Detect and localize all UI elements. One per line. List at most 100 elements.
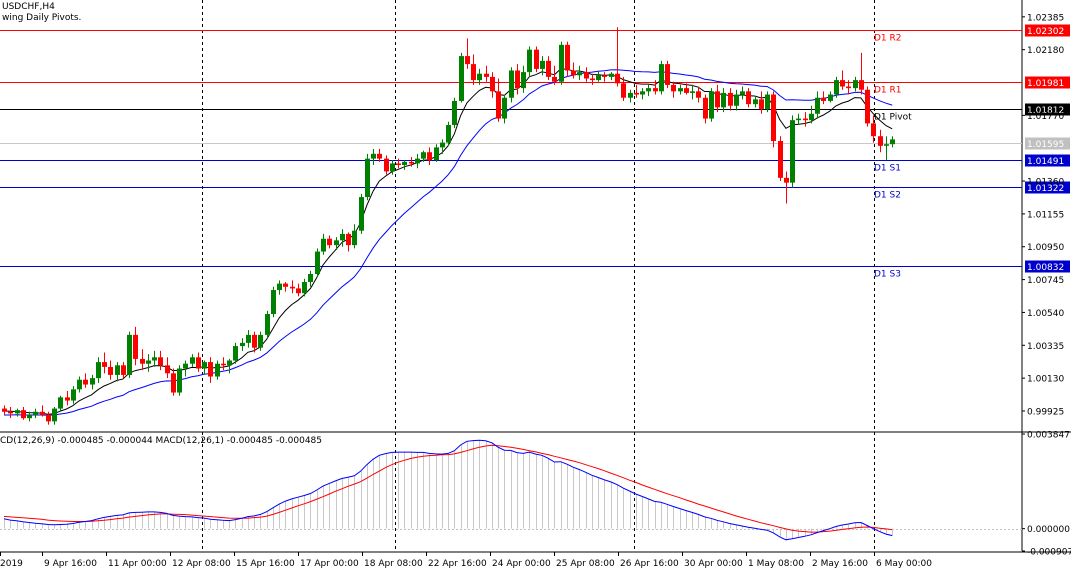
level-label-d1-r1: D1 R1	[874, 86, 902, 96]
macd-tick-label: -0.000907	[1027, 548, 1071, 558]
candle-body	[365, 158, 370, 198]
candle-16	[102, 352, 107, 374]
candle-body	[240, 342, 245, 347]
candle-body	[146, 360, 151, 364]
candle-36	[227, 358, 232, 374]
level-price-box	[1025, 181, 1070, 194]
candle-77	[484, 65, 489, 82]
candle-102	[640, 88, 645, 100]
candle-6	[40, 405, 45, 417]
candle-body	[46, 414, 51, 422]
price-tick-label: 1.00950	[1027, 243, 1064, 253]
candle-138	[865, 86, 870, 127]
candle-body	[734, 94, 739, 106]
candle-body	[715, 91, 720, 108]
candle-body	[140, 358, 145, 364]
candle-103	[646, 84, 651, 97]
candle-80	[502, 94, 507, 124]
fast-ma-line	[3, 68, 893, 415]
candle-body	[221, 363, 226, 366]
candle-body	[271, 290, 276, 315]
candle-body	[828, 94, 833, 101]
candle-body	[77, 379, 82, 390]
candle-38	[240, 338, 245, 351]
candle-body	[171, 373, 176, 393]
candle-body	[546, 60, 551, 77]
candle-15	[96, 357, 101, 383]
candle-body	[621, 83, 626, 98]
price-tick-label: 1.00130	[1027, 375, 1064, 385]
level-price-box	[1025, 24, 1070, 37]
candle-body	[809, 113, 814, 121]
candle-34	[215, 360, 220, 380]
candle-body	[884, 144, 889, 146]
candle-body	[83, 379, 88, 385]
candle-88	[552, 65, 557, 85]
candle-body	[834, 80, 839, 95]
candle-body	[352, 230, 357, 246]
time-label-0: 2019	[0, 559, 23, 569]
candle-body	[527, 49, 532, 73]
candle-body	[759, 99, 764, 109]
candle-95	[596, 70, 601, 82]
candle-105	[659, 60, 664, 95]
candle-141	[884, 136, 889, 161]
candle-body	[121, 365, 126, 375]
candle-body	[653, 88, 658, 92]
candle-99	[621, 76, 626, 101]
current-price-label: 1.01595	[1027, 140, 1064, 150]
candle-body	[108, 366, 113, 375]
candle-113	[709, 88, 714, 122]
candle-94	[590, 73, 595, 85]
time-label-5: 17 Apr 00:00	[300, 559, 359, 569]
macd-tick-label: 0.000000	[1027, 525, 1070, 535]
candle-114	[715, 84, 720, 113]
candle-body	[821, 97, 826, 101]
level-price-box	[1025, 103, 1070, 116]
candle-body	[440, 142, 445, 148]
pivot-levels: D1 R2 D1 R1 D1 Pivot D1 S1 D1 S2 D1 S3	[0, 30, 1022, 280]
time-label-3: 12 Apr 08:00	[172, 559, 231, 569]
candle-body	[634, 92, 639, 95]
candle-42	[265, 310, 270, 339]
candle-body	[765, 94, 770, 109]
candle-50	[315, 248, 320, 278]
candle-70	[440, 139, 445, 154]
candle-body	[33, 411, 38, 415]
symbol-timeframe: USDCHF,H4	[2, 2, 55, 12]
candle-58	[365, 153, 370, 201]
candle-body	[571, 70, 576, 76]
candle-123	[771, 91, 776, 148]
candle-body	[452, 100, 457, 125]
candle-73	[459, 52, 464, 103]
candle-79	[496, 78, 501, 122]
level-price-box	[1025, 260, 1070, 273]
slow-ma-line	[4, 69, 893, 416]
candle-104	[653, 80, 658, 95]
candle-83	[521, 65, 526, 93]
candle-22	[140, 349, 145, 371]
candle-31	[196, 352, 201, 372]
candle-46	[290, 280, 295, 294]
candle-134	[840, 70, 845, 90]
candle-body	[177, 368, 182, 393]
candle-body	[584, 72, 589, 79]
candle-body	[659, 64, 664, 92]
candle-131	[821, 91, 826, 105]
candle-27	[171, 368, 176, 396]
candle-92	[577, 65, 582, 81]
candle-body	[421, 152, 426, 159]
candle-48	[302, 278, 307, 297]
candle-body	[215, 363, 220, 377]
candle-body	[315, 251, 320, 274]
time-label-4: 15 Apr 16:00	[236, 559, 295, 569]
candle-117	[734, 89, 739, 111]
candle-122	[765, 91, 770, 113]
candle-body	[878, 136, 883, 146]
candle-body	[90, 378, 95, 385]
candle-97	[609, 72, 614, 81]
candle-121	[759, 91, 764, 114]
level-price-label: 1.01491	[1027, 157, 1064, 167]
